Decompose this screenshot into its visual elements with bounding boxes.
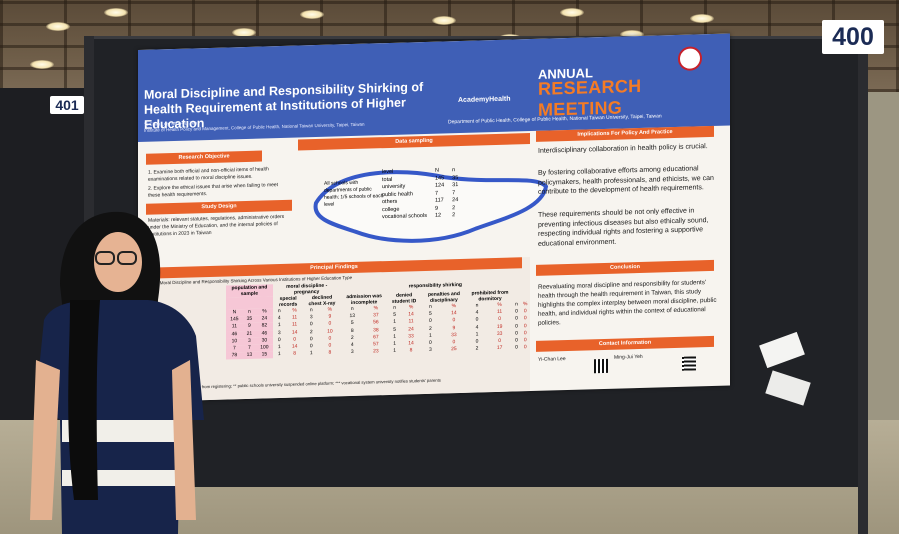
table-cell: 15 <box>256 351 273 360</box>
objective-item-1: 1. Examine both official and non-officia… <box>148 166 269 183</box>
implication-item-2: By fostering collaborative efforts among… <box>538 165 714 196</box>
contact-name-2: Ming-Jui Yeh <box>614 353 643 361</box>
contact-name-1: Yi-Chan Lee <box>538 356 566 363</box>
taiwan-outline-map <box>306 156 552 253</box>
qr-code-icon <box>682 356 696 371</box>
table-cell: 23 <box>373 348 379 355</box>
implication-item-1: Interdisciplinary collaboration in healt… <box>538 143 708 155</box>
ceiling-light <box>432 16 456 25</box>
poster-board-401 <box>0 88 92 420</box>
ceiling-light <box>560 8 584 17</box>
sub-chest-xray: declined chest X-ray <box>308 294 336 308</box>
ceiling-light <box>232 28 256 37</box>
cell: 2 <box>452 212 456 219</box>
table-cell: 13 <box>242 351 257 360</box>
table-cell: 8 <box>409 347 413 354</box>
table-cell: 1 <box>309 350 313 357</box>
taiwan-map-svg <box>313 170 549 243</box>
design-header: Study Design <box>146 199 292 215</box>
table-cell: 25 <box>451 346 457 353</box>
table-cell: 1 <box>277 351 281 358</box>
table-cell: 3 <box>350 349 354 356</box>
table-cell: 17 <box>496 345 503 352</box>
row-label-public-health: public health <box>146 350 175 358</box>
implication-item-3: These requirements should be not only ef… <box>538 207 709 248</box>
findings-section: Principal Findings Table 1 Moral Discipl… <box>138 257 530 402</box>
conclusion-header: Conclusion <box>536 259 714 276</box>
booth-number-400: 400 <box>822 20 884 54</box>
table-cell: 3 <box>429 347 432 354</box>
objective-header: Research Objective <box>146 150 262 165</box>
ceiling-light <box>104 8 128 17</box>
ceiling-light <box>690 14 714 23</box>
conclusion-text: Reevaluating moral discipline and respon… <box>538 279 717 327</box>
research-meeting-label: RESEARCH MEETING <box>538 75 642 120</box>
table-cell: 0 <box>523 344 527 351</box>
academyhealth-logo: AcademyHealth <box>458 95 511 105</box>
board-pole-right <box>858 36 868 534</box>
table-cell: 1 <box>393 348 396 355</box>
contact-header: Contact Information <box>536 335 714 352</box>
findings-table: population and sample moral discipline -… <box>226 277 530 360</box>
research-poster: Moral Discipline and Responsibility Shir… <box>138 33 730 403</box>
sub-student-id: denied student ID <box>391 292 417 305</box>
sampling-table: level N n total 145 35 university 124 31 pub… <box>378 167 462 222</box>
table-cell: 8 <box>328 349 332 356</box>
booth-number-401: 401 <box>50 96 84 114</box>
cell: vocational schools <box>382 212 427 221</box>
findings-footnote: * Apart from registering; ** public scho… <box>188 377 441 390</box>
sub-special-records: special records <box>278 295 298 309</box>
ceiling-light <box>300 10 324 19</box>
ceiling-light <box>30 60 54 69</box>
table-cell: 8 <box>293 350 296 357</box>
ceiling-light <box>46 22 70 31</box>
board-pole-left <box>84 36 94 534</box>
qr-code-icon <box>594 358 608 374</box>
row-label-medicine: medicine <box>146 333 167 340</box>
design-text: Materials: relevant statutes, regulation… <box>148 213 285 238</box>
schools-note: All schools with departments of public h… <box>324 179 384 208</box>
table-cell: 78 <box>226 352 243 360</box>
cell: 12 <box>434 212 442 219</box>
ceiling-light <box>620 30 644 39</box>
table-cell: 2 <box>475 345 479 352</box>
objective-item-2: 2. Explore the ethical issues that arise… <box>148 182 279 199</box>
table-cell: 0 <box>515 344 518 351</box>
